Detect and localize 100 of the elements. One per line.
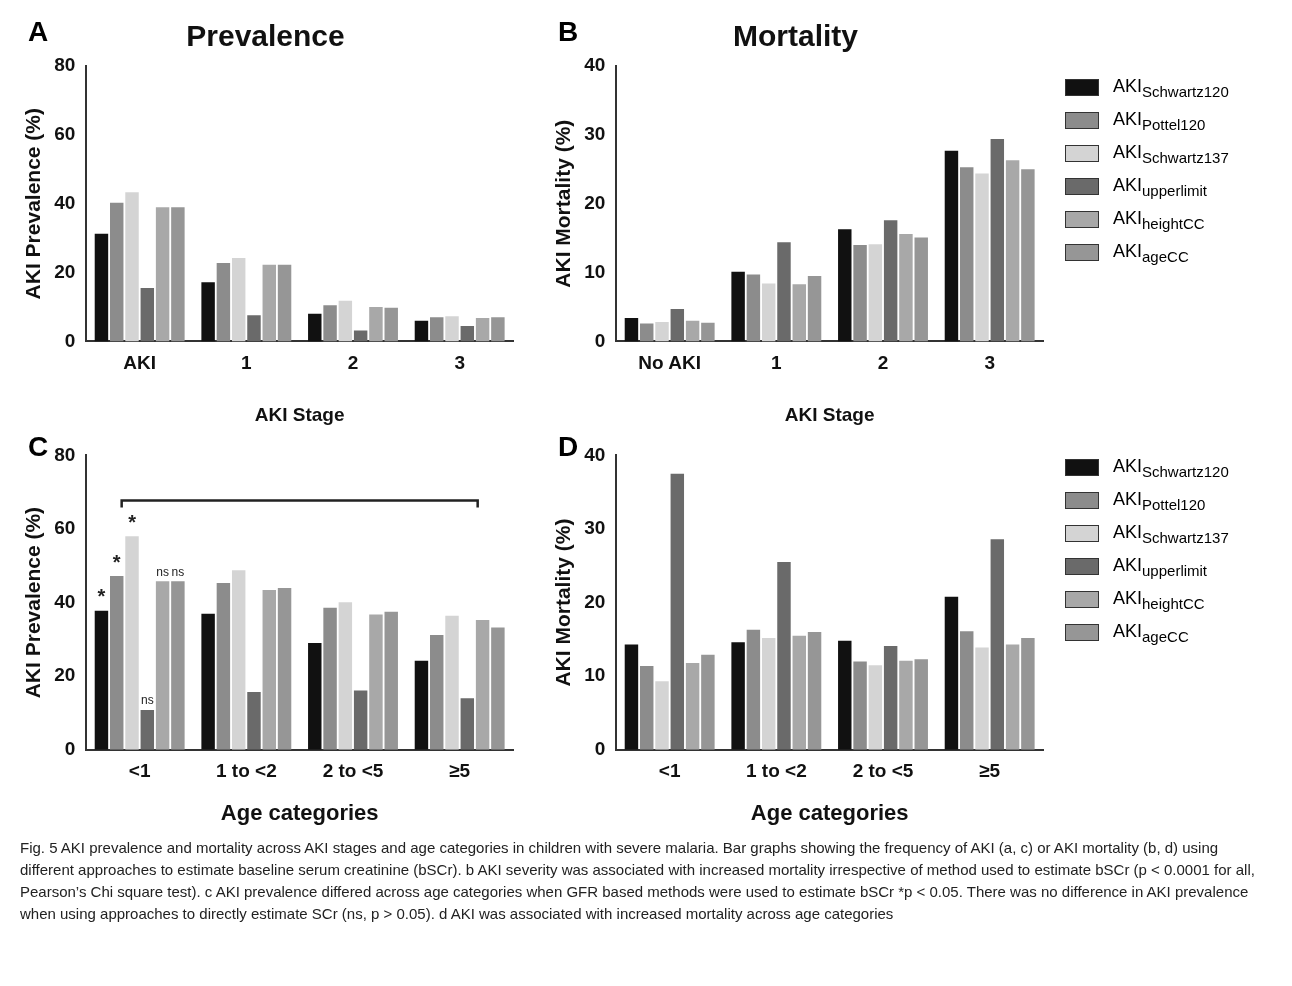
bar (1021, 169, 1035, 342)
bar (868, 665, 883, 750)
bar (94, 610, 109, 750)
y-tick-label: 20 (584, 191, 606, 213)
bar (171, 207, 185, 342)
bar (944, 596, 959, 750)
x-tick-label: 1 (771, 352, 783, 374)
y-tick-label: 40 (584, 443, 606, 465)
x-tick-label: ≥5 (449, 760, 471, 782)
text: A (28, 16, 49, 48)
y-tick-label: 80 (54, 54, 76, 76)
bar (670, 473, 685, 750)
bar (231, 258, 246, 342)
bar (430, 634, 444, 750)
bar (761, 637, 776, 750)
legend-label: AKI$_{Pottel120}$ (1113, 108, 1206, 133)
bar (853, 245, 867, 342)
y-axis-title: AKI Mortality (%) (551, 119, 575, 288)
annotation: * (97, 585, 106, 608)
y-tick-label: 10 (584, 260, 606, 282)
y-axis-title: AKI Prevalence (%) (21, 506, 45, 699)
bar (460, 325, 475, 342)
bar (155, 581, 170, 750)
bar (201, 282, 215, 342)
bar (761, 283, 776, 342)
bar (731, 642, 745, 750)
bar (807, 275, 822, 342)
bar (807, 632, 822, 750)
bar (624, 317, 639, 342)
y-tick-label: 0 (64, 738, 76, 760)
bar (491, 317, 505, 342)
bar (125, 192, 139, 342)
legend-label: AKI$_{upperlimit}$ (1113, 554, 1208, 579)
x-tick-label: 2 to <5 (322, 760, 384, 782)
bar (430, 317, 444, 342)
x-axis-title: AKI Stage (254, 403, 345, 425)
x-tick-label: 3 (454, 352, 465, 374)
y-tick-label: 80 (54, 443, 76, 465)
bar (247, 692, 261, 750)
bar (369, 306, 383, 342)
bar (110, 202, 124, 342)
bar (140, 288, 155, 342)
y-tick-label: 30 (584, 517, 606, 539)
bar (445, 615, 459, 750)
bar (746, 274, 761, 342)
bar (353, 690, 368, 750)
bar (838, 640, 852, 750)
bar (277, 264, 292, 342)
bar (792, 284, 806, 342)
bar (140, 710, 155, 750)
bar (155, 207, 170, 342)
text: D (558, 431, 579, 463)
bar (640, 665, 654, 750)
bar (262, 590, 276, 750)
text: C (28, 431, 49, 463)
bar (414, 660, 429, 750)
bar (216, 583, 231, 750)
x-axis-title: AKI Stage (784, 403, 875, 425)
legend-label: AKI$_{heightCC}$ (1113, 207, 1205, 232)
bar (201, 613, 215, 750)
legend-label: AKI$_{ageCC}$ (1113, 240, 1189, 265)
y-tick-label: 0 (594, 329, 606, 351)
bar (838, 229, 852, 342)
bar (171, 581, 185, 750)
chart-title: Mortality (732, 19, 859, 53)
bar (670, 309, 685, 342)
bar (262, 264, 276, 342)
y-tick-label: 10 (584, 664, 606, 686)
bar (685, 320, 700, 342)
x-tick-label: 2 (347, 352, 359, 374)
legend-label: AKI$_{heightCC}$ (1113, 587, 1205, 612)
bar (640, 323, 654, 342)
bar (899, 233, 913, 342)
bar (777, 242, 791, 342)
bar (247, 315, 261, 342)
y-tick-label: 40 (54, 590, 76, 612)
bar (308, 643, 322, 750)
annotation: ns (171, 564, 185, 579)
bar (883, 646, 898, 750)
bar (883, 220, 898, 342)
bar (1005, 160, 1020, 342)
chart-title: Prevalence (186, 19, 345, 53)
bar (853, 661, 867, 750)
bar (731, 271, 745, 342)
bar (338, 602, 353, 750)
bar (914, 237, 928, 342)
bar (655, 681, 669, 750)
bar (231, 570, 246, 750)
bar (94, 233, 109, 342)
x-tick-label: No AKI (638, 352, 701, 374)
bar (323, 607, 337, 750)
x-axis-title: Age categories (220, 799, 379, 825)
x-tick-label: AKI (123, 352, 157, 374)
bar (445, 316, 459, 342)
bar (216, 262, 231, 342)
bar (353, 330, 368, 342)
bar (338, 300, 353, 342)
y-tick-label: 20 (54, 664, 76, 686)
y-tick-label: 0 (594, 738, 606, 760)
bar (384, 611, 398, 750)
